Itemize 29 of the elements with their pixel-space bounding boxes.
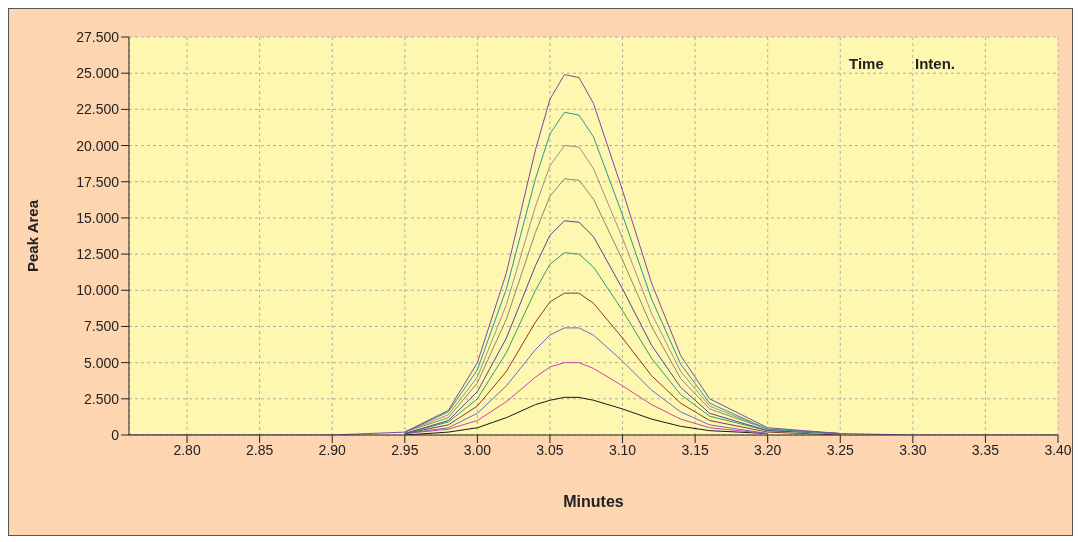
annotation: Time [849,55,884,72]
x-tick-label: 2.85 [246,441,274,458]
x-tick-label: 3.10 [608,441,637,458]
x-tick-label: 2.90 [318,441,347,458]
x-tick-label: 3.40 [1044,441,1072,458]
y-axis-title: Peak Area [24,199,42,272]
y-tick-label: 2.500 [83,390,120,407]
y-tick-label: 20.000 [76,137,120,154]
x-tick-label: 3.35 [971,441,1000,458]
x-tick-label: 3.15 [681,441,709,458]
annotation: Inten. [915,55,955,72]
y-tick-label: 15.000 [76,209,120,226]
x-tick-label: 3.20 [754,441,782,458]
y-tick-label: 12.500 [76,246,120,263]
x-tick-label: 3.05 [536,441,564,458]
y-tick-label: 27.500 [76,28,120,45]
y-tick-label: 22.500 [76,101,120,118]
y-tick-label: 5.000 [83,354,120,371]
x-tick-label: 3.25 [826,441,855,458]
y-tick-label: 25.000 [76,65,120,82]
x-tick-label: 2.80 [173,441,201,458]
x-tick-label: 3.30 [899,441,927,458]
y-tick-label: 0 [111,426,120,443]
x-axis-title: Minutes [563,493,624,510]
y-tick-label: 10.000 [76,282,120,299]
y-tick-label: 7.500 [83,318,120,335]
x-tick-label: 2.95 [391,441,419,458]
y-tick-label: 17.500 [76,173,120,190]
x-tick-label: 3.00 [463,441,492,458]
